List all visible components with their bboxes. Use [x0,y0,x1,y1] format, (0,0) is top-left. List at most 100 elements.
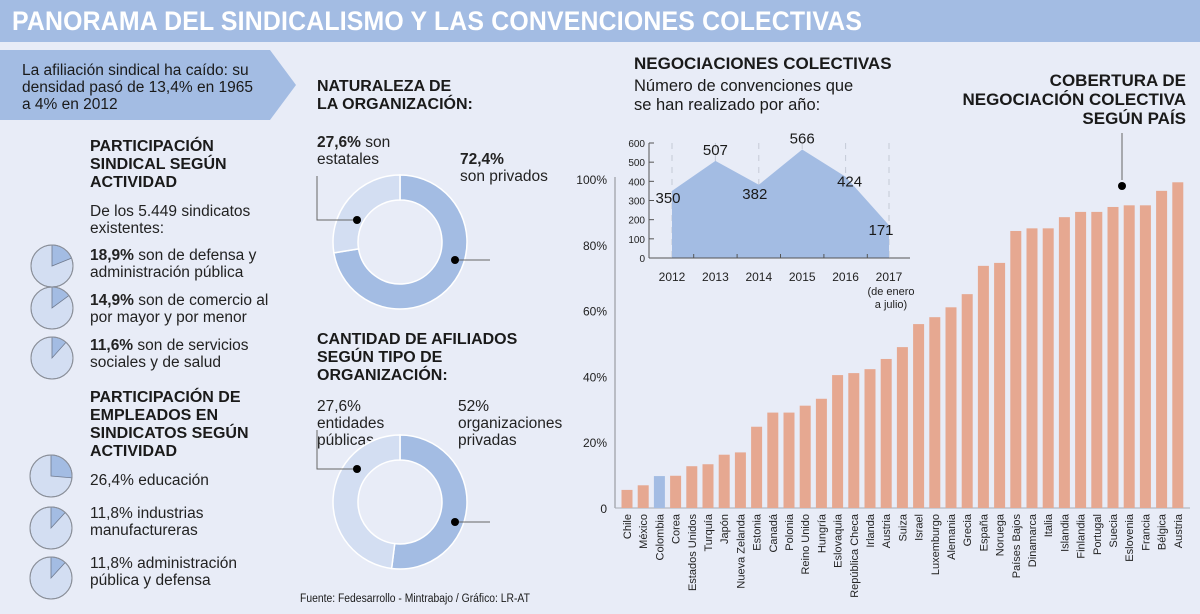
sindical-item: 18,9% son de defensa y administración pú… [90,247,256,281]
x-tick-label: Finlandia [1076,513,1088,559]
y-tick-label: 0 [600,502,607,516]
x-tick-label: Noruega [995,513,1007,556]
item-text: por mayor y por menor [90,309,247,326]
bar-islandia [1058,217,1070,508]
naturaleza-privados-label: 72,4% son privados [460,151,548,185]
y-tick-label: 400 [628,177,645,188]
bar-estados-unidos [686,466,698,508]
label-text: son privados [460,168,548,185]
y-tick-label: 500 [628,158,645,169]
bar-japón [718,454,730,508]
empleados-item: 11,8% administración pública y defensa [90,555,237,589]
x-tick-label: Japón [719,514,731,544]
title-line: SEGÚN PAÍS [1082,109,1186,128]
x-tick-label: Irlanda [865,513,877,548]
title-leader-dot [1118,182,1126,190]
item-text: manufactureras [90,522,198,539]
source-note: Fuente: Fedesarrollo - Mintrabajo / Gráf… [300,593,530,605]
bar-noruega [994,262,1006,508]
naturaleza-estatales-label: 27,6% son estatales [317,134,390,168]
bar-bélgica [1156,190,1168,508]
y-tick-label: 100 [628,235,645,246]
donut-segment-secondary [332,434,401,570]
intro-line: a 4% en 2012 [22,96,118,113]
pct-label: 11,8% [90,505,133,522]
item-text: son de defensa y [133,247,257,264]
negociaciones-title: NEGOCIACIONES COLECTIVAS [634,54,892,73]
x-tick-label: 2014 [745,270,772,284]
pct-label: 11,8% [90,555,133,572]
bar-españa [977,265,989,508]
pct-label: 14,9% [90,292,134,309]
pct-label: 27,6% [317,134,361,151]
naturaleza-title: NATURALEZA DE LA ORGANIZACIÓN: [317,78,473,114]
title-line: COBERTURA DE [1049,71,1186,90]
title-line: NATURALEZA DE [317,78,452,95]
title-line: NEGOCIACIÓN COLECTIVA [962,90,1186,109]
pie-outline [29,506,73,550]
x-tick-label: Suecia [1108,513,1120,548]
bar-países-bajos [1010,230,1022,508]
y-tick-label: 20% [583,436,607,450]
pct-label: 11,6% [90,337,134,354]
item-text: son de servicios [133,337,249,354]
negociaciones-subtitle: Número de convenciones que se han realiz… [634,77,894,115]
intro-line: La afiliación sindical ha caído: su [22,62,249,79]
mini-pie-chart [30,286,74,330]
area-series [672,149,889,258]
x-tick-label: 2012 [659,270,686,284]
intro-line: De los 5.449 sindicatos [90,203,251,220]
x-tick-label: 2015 [789,270,816,284]
y-tick-label: 100% [576,173,607,187]
bar-alemania [945,307,957,508]
bar-austria [880,358,892,508]
participacion-empleados-title: PARTICIPACIÓN DE EMPLEADOS EN SINDICATOS… [90,389,249,461]
intro-callout [0,50,300,120]
pct-label: 27,6% [317,398,361,415]
intro-line: existentes: [90,220,165,237]
bar-eslovaquia [832,375,844,508]
bar-italia [1042,228,1054,508]
pie-outline [30,286,74,330]
x-tick-label: Islandia [1059,513,1071,552]
data-label: 350 [655,190,680,207]
label-text: son [360,134,391,151]
title-line: ORGANIZACIÓN: [317,367,448,384]
x-tick-label: Turquía [703,513,715,551]
leader-dot [451,256,459,264]
bar-dinamarca [1026,228,1038,508]
data-label: 382 [742,186,767,203]
data-label: 171 [868,222,893,239]
donut-segment-main [390,434,468,570]
title-line: LA ORGANIZACIÓN: [317,96,473,113]
x-tick-label: 2013 [702,270,729,284]
leader-line [455,521,490,523]
item-text: pública y defensa [90,572,211,589]
pct-label: 52% [458,398,490,415]
x-tick-label: Bélgica [1157,513,1169,550]
x-tick-note: (de enero [867,286,914,298]
y-tick-label: 200 [628,216,645,227]
leader-line [316,176,357,221]
x-tick-label: Alemania [946,513,958,560]
participacion-sindical-intro: De los 5.449 sindicatos existentes: [90,203,250,237]
negociaciones-area-chart: 0 100 200 300 400 500 600 350 507 382 566 424 171 201… [628,131,914,311]
title-line: SINDICATOS SEGÚN [90,425,249,442]
x-tick-label: México [638,514,650,549]
mini-pie-chart [30,336,74,380]
x-tick-label: Nueva Zelanda [735,513,747,588]
leader-line [316,430,357,470]
bar-corea [670,475,682,508]
cobertura-bar-chart: 0 20% 40% 60% 80% 100% Chile México Colombia Core… [576,133,1190,598]
item-text: son de comercio al [133,292,269,309]
label-text: entidades [317,415,385,432]
x-tick-label: Canadá [768,513,780,552]
bar-canadá [767,412,779,508]
x-tick-label: Estonia [752,513,764,551]
leader-line [455,259,490,261]
x-tick-label: República Checa [849,513,861,598]
x-tick-label: Corea [671,513,683,544]
subtitle-line: Número de convenciones que [634,77,854,95]
leader-dot [451,518,459,526]
bar-irlanda [864,369,876,508]
